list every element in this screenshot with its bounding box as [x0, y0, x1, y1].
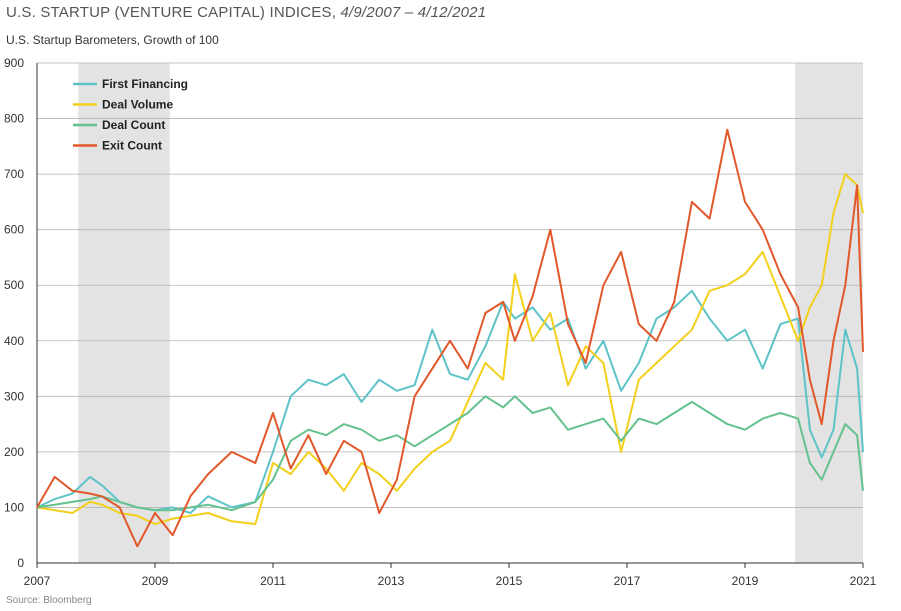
chart-title-range: 4/9/2007 – 4/12/2021 [340, 4, 487, 21]
y-tick-label: 700 [4, 167, 24, 181]
y-tick-label: 200 [4, 445, 24, 459]
x-tick-label: 2021 [850, 574, 877, 588]
legend-label: Deal Count [102, 118, 165, 132]
shaded-period-1 [795, 63, 863, 563]
y-tick-label: 400 [4, 334, 24, 348]
x-tick-label: 2017 [614, 574, 641, 588]
x-tick-label: 2011 [260, 574, 286, 588]
chart-title-main: U.S. STARTUP (VENTURE CAPITAL) INDICES, [6, 4, 341, 21]
legend-label: First Financing [102, 77, 188, 91]
series-line-deal-volume [36, 173, 864, 526]
y-tick-label: 800 [4, 112, 24, 126]
series-line-deal-count [36, 395, 864, 512]
x-tick-label: 2007 [24, 574, 51, 588]
y-tick-label: 300 [4, 389, 24, 403]
source-note: Source: Bloomberg [6, 595, 92, 606]
legend-label: Deal Volume [102, 98, 173, 112]
y-tick-label: 0 [17, 556, 24, 570]
y-tick-label: 500 [4, 278, 24, 292]
x-tick-label: 2013 [378, 574, 405, 588]
y-tick-label: 100 [4, 500, 24, 514]
axes: 0 100 200 300 400 500 600 700 800 900 2007 2009 2011… [4, 56, 877, 588]
series-lines [36, 128, 864, 548]
x-tick-label: 2009 [142, 574, 169, 588]
chart-title: U.S. STARTUP (VENTURE CAPITAL) INDICES, … [6, 4, 486, 21]
y-tick-label: 600 [4, 223, 24, 237]
legend: First Financing Deal Volume Deal Count Exit… [73, 77, 188, 153]
series-line-first-financing [36, 289, 864, 514]
x-tick-label: 2019 [732, 574, 759, 588]
chart-subtitle: U.S. Startup Barometers, Growth of 100 [6, 33, 219, 47]
x-tick-label: 2015 [496, 574, 523, 588]
legend-label: Exit Count [102, 139, 162, 153]
series-line-exit-count [36, 128, 864, 548]
y-tick-label: 900 [4, 56, 24, 70]
